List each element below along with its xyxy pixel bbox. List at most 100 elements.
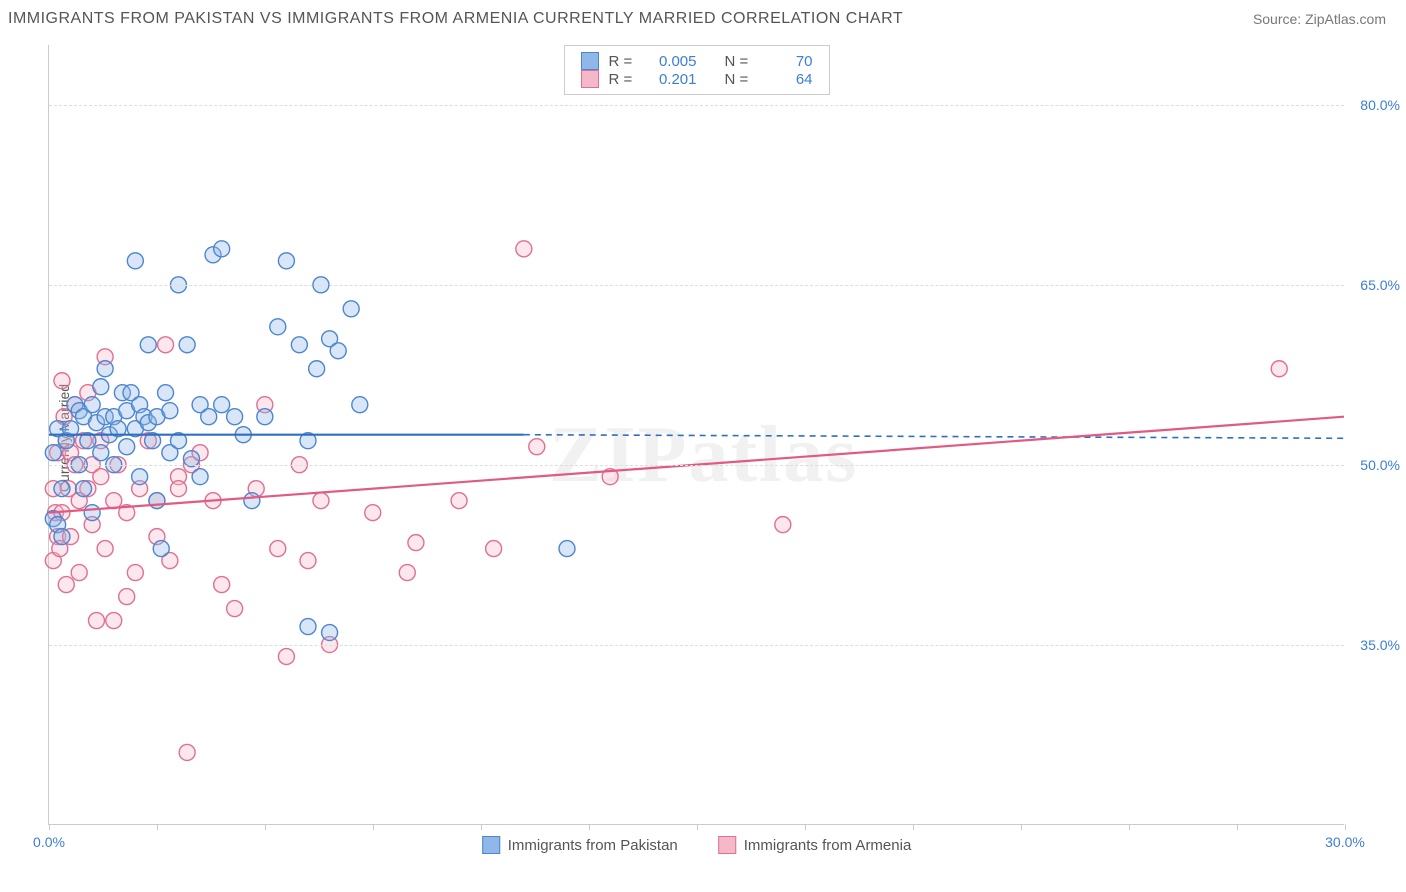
data-point — [192, 469, 208, 485]
data-point — [179, 337, 195, 353]
correlation-stats-legend: R = 0.005 N = 70 R = 0.201 N = 64 — [564, 45, 830, 95]
swatch-series-a-bottom — [482, 836, 500, 854]
data-point — [1271, 361, 1287, 377]
data-point — [214, 241, 230, 257]
x-tick-mark — [913, 824, 914, 830]
data-point — [93, 379, 109, 395]
data-point — [84, 397, 100, 413]
x-tick-mark — [697, 824, 698, 830]
y-tick-label: 35.0% — [1360, 637, 1400, 653]
data-point — [330, 343, 346, 359]
data-point — [214, 577, 230, 593]
data-point — [179, 744, 195, 760]
data-point — [132, 469, 148, 485]
data-point — [119, 439, 135, 455]
x-tick-mark — [373, 824, 374, 830]
data-point — [97, 541, 113, 557]
data-point — [365, 505, 381, 521]
swatch-series-b-bottom — [718, 836, 736, 854]
data-point — [106, 493, 122, 509]
r-label-b: R = — [609, 71, 637, 88]
x-tick-label: 30.0% — [1325, 834, 1365, 850]
data-point — [309, 361, 325, 377]
x-tick-label: 0.0% — [33, 834, 65, 850]
n-label-b: N = — [725, 71, 753, 88]
x-tick-mark — [1021, 824, 1022, 830]
data-point — [140, 337, 156, 353]
y-tick-label: 65.0% — [1360, 277, 1400, 293]
data-point — [486, 541, 502, 557]
chart-svg-layer — [49, 45, 1344, 824]
data-point — [291, 337, 307, 353]
chart-plot-area: ZIPatlas R = 0.005 N = 70 R = 0.201 N = … — [48, 45, 1344, 825]
data-point — [343, 301, 359, 317]
x-tick-mark — [1129, 824, 1130, 830]
data-point — [227, 601, 243, 617]
legend-item-series-b: Immigrants from Armenia — [718, 836, 912, 854]
x-tick-mark — [157, 824, 158, 830]
stats-row-series-a: R = 0.005 N = 70 — [581, 52, 813, 70]
data-point — [97, 361, 113, 377]
x-tick-mark — [805, 824, 806, 830]
legend-label-series-a: Immigrants from Pakistan — [508, 837, 678, 854]
data-point — [162, 403, 178, 419]
data-point — [278, 253, 294, 269]
data-point — [313, 493, 329, 509]
data-point — [529, 439, 545, 455]
data-point — [399, 565, 415, 581]
x-tick-mark — [1345, 824, 1346, 830]
data-point — [84, 505, 100, 521]
gridline — [49, 105, 1344, 106]
data-point — [54, 481, 70, 497]
data-point — [149, 493, 165, 509]
data-point — [54, 373, 70, 389]
data-point — [214, 397, 230, 413]
y-tick-label: 50.0% — [1360, 457, 1400, 473]
stats-row-series-b: R = 0.201 N = 64 — [581, 70, 813, 88]
data-point — [227, 409, 243, 425]
data-point — [201, 409, 217, 425]
x-tick-mark — [49, 824, 50, 830]
r-value-b: 0.201 — [647, 71, 697, 88]
data-point — [119, 589, 135, 605]
x-tick-mark — [481, 824, 482, 830]
swatch-series-b — [581, 70, 599, 88]
data-point — [270, 541, 286, 557]
gridline — [49, 645, 1344, 646]
r-label-a: R = — [609, 53, 637, 70]
series-legend: Immigrants from Pakistan Immigrants from… — [482, 836, 912, 854]
source-attribution: Source: ZipAtlas.com — [1253, 11, 1386, 27]
data-point — [244, 493, 260, 509]
data-point — [76, 481, 92, 497]
data-point — [158, 385, 174, 401]
data-point — [257, 409, 273, 425]
x-tick-mark — [1237, 824, 1238, 830]
data-point — [45, 445, 61, 461]
data-point — [352, 397, 368, 413]
data-point — [158, 337, 174, 353]
trend-line-series-a-extrapolated — [524, 435, 1344, 439]
data-point — [278, 649, 294, 665]
data-point — [106, 613, 122, 629]
data-point — [127, 565, 143, 581]
legend-label-series-b: Immigrants from Armenia — [744, 837, 912, 854]
legend-item-series-a: Immigrants from Pakistan — [482, 836, 678, 854]
data-point — [127, 253, 143, 269]
data-point — [408, 535, 424, 551]
data-point — [559, 541, 575, 557]
data-point — [270, 319, 286, 335]
y-tick-label: 80.0% — [1360, 97, 1400, 113]
r-value-a: 0.005 — [647, 53, 697, 70]
n-value-a: 70 — [763, 53, 813, 70]
swatch-series-a — [581, 52, 599, 70]
data-point — [71, 565, 87, 581]
data-point — [93, 469, 109, 485]
n-label-a: N = — [725, 53, 753, 70]
data-point — [58, 577, 74, 593]
chart-title: IMMIGRANTS FROM PAKISTAN VS IMMIGRANTS F… — [8, 10, 903, 28]
data-point — [300, 553, 316, 569]
data-point — [300, 619, 316, 635]
data-point — [322, 625, 338, 641]
n-value-b: 64 — [763, 71, 813, 88]
x-tick-mark — [265, 824, 266, 830]
